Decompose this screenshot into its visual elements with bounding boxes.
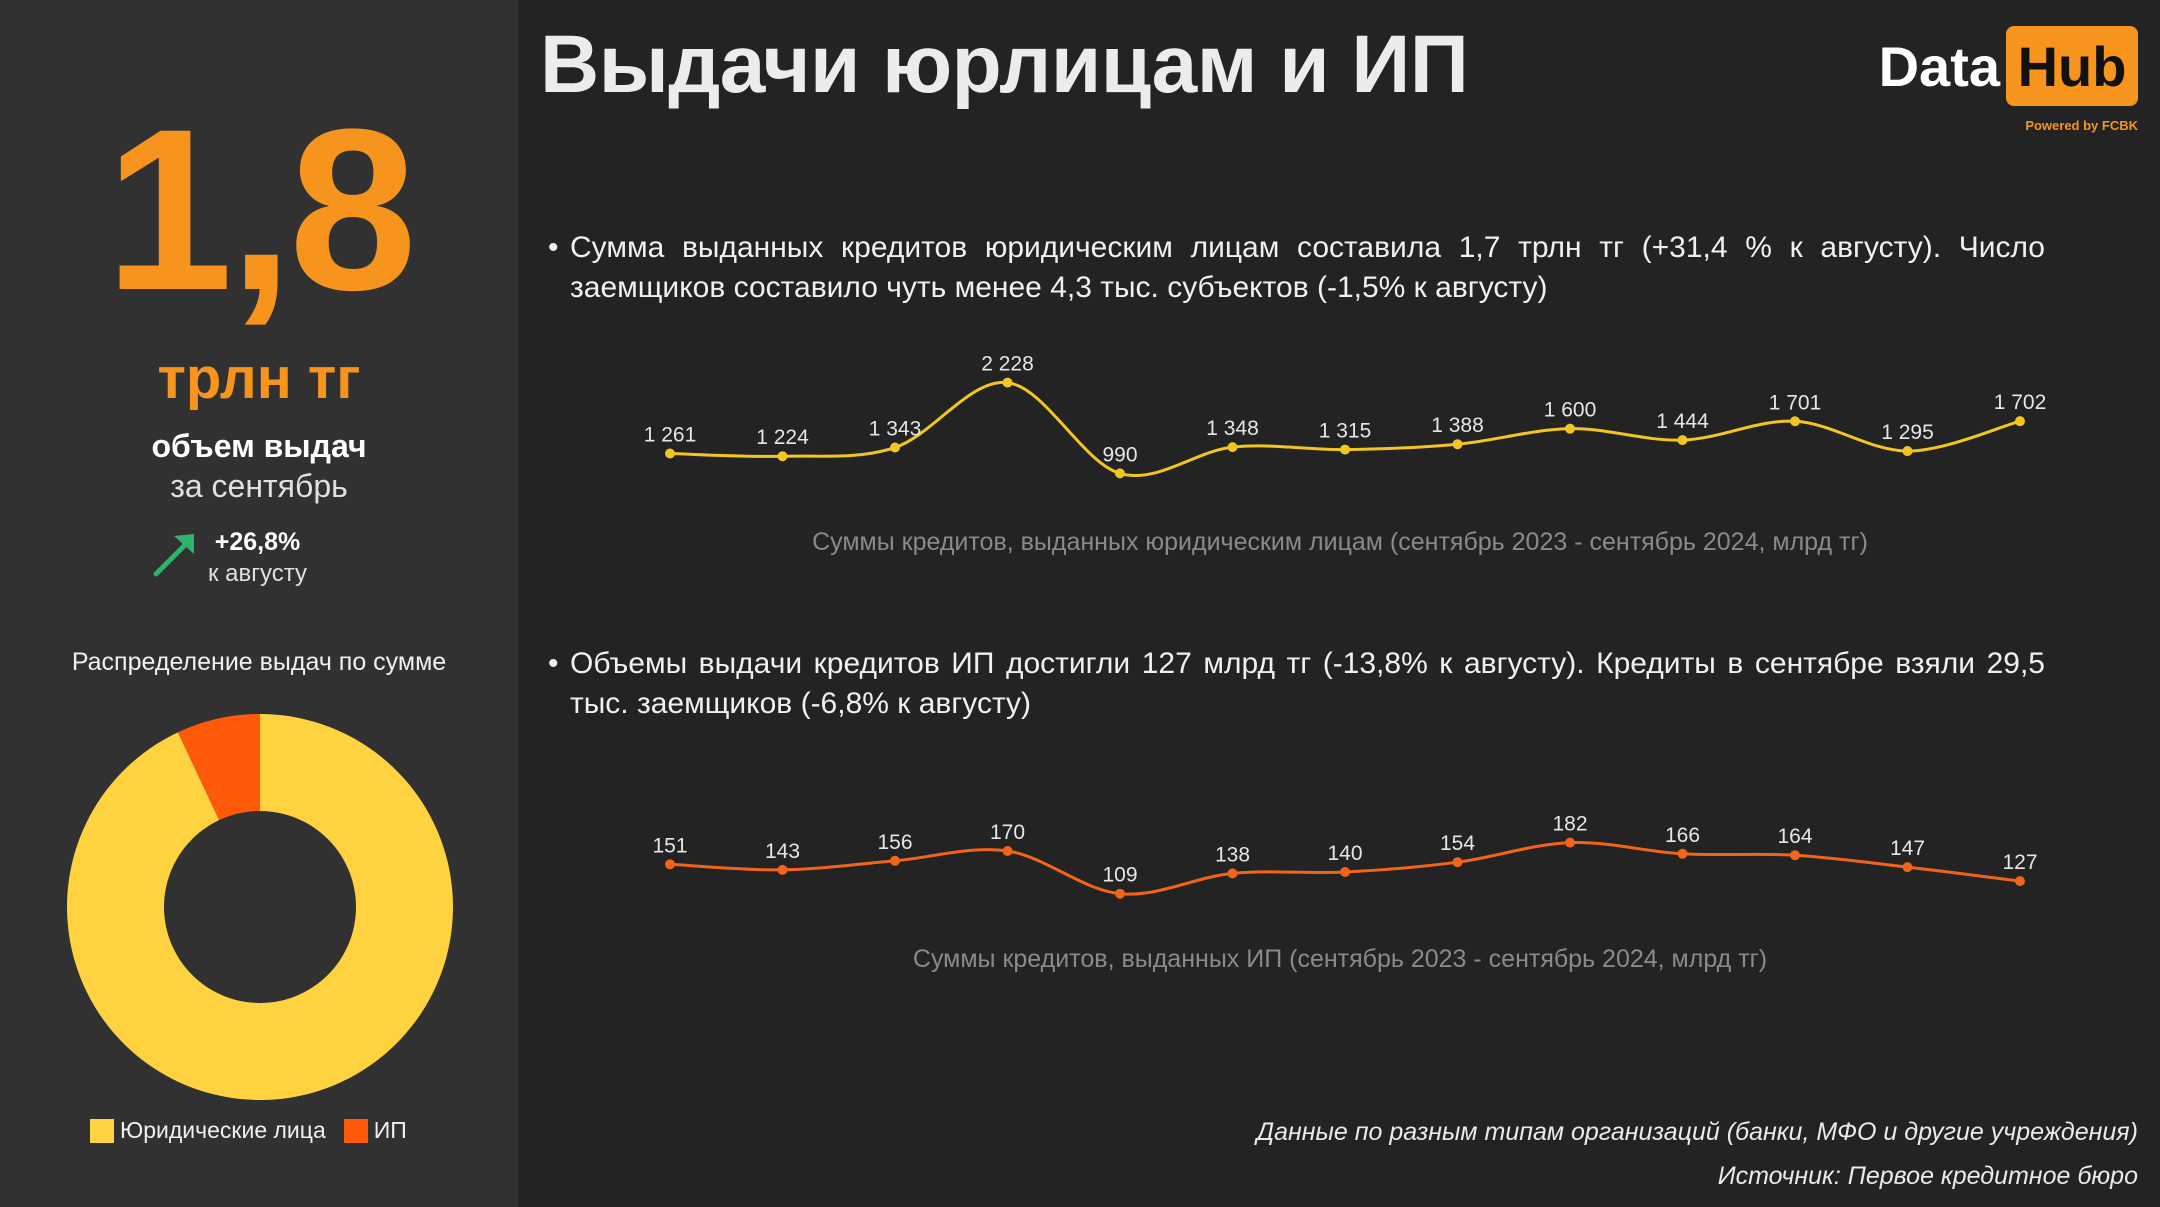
- bullet-dot: •: [548, 647, 559, 680]
- ip-chart-data-label: 166: [1665, 824, 1700, 847]
- left-sidebar: 1,8 трлн тг объем выдач за сентябрь +26,…: [0, 0, 518, 1207]
- ip-chart-data-label: 138: [1215, 843, 1250, 866]
- ip-chart-point: [665, 859, 675, 870]
- legal-chart-point: [665, 448, 675, 459]
- ip-chart-point: [1115, 888, 1125, 899]
- legal-chart-data-label: 1 444: [1656, 410, 1709, 433]
- legal-chart-point: [777, 451, 788, 462]
- ip-chart-data-label: 143: [765, 840, 800, 863]
- legal-chart-data-label: 1 224: [756, 426, 809, 449]
- ip-chart-point: [1452, 857, 1463, 868]
- bullet-legal-text: Сумма выданных кредитов юридическим лица…: [570, 231, 2045, 304]
- bullet-ip: • Объемы выдачи кредитов ИП достигли 127…: [548, 644, 2045, 724]
- legend-item-ip: ИП: [343, 1117, 407, 1144]
- headline-value: 1,8: [105, 81, 417, 338]
- growth-label: к августу: [207, 560, 307, 587]
- legal-chart-point: [1902, 446, 1913, 457]
- legal-chart-point: [1565, 423, 1575, 434]
- ip-chart-point: [1002, 846, 1013, 856]
- legal-chart-point: [1340, 444, 1350, 455]
- ip-chart-data-label: 127: [2002, 851, 2037, 874]
- legal-chart-point: [890, 442, 900, 453]
- legend-swatch-ip: [343, 1118, 368, 1143]
- legal-chart-data-label: 1 295: [1881, 421, 1934, 444]
- footnote-data-types: Данные по разным типам организаций (банк…: [1256, 1118, 2138, 1146]
- legal-chart-data-label: 2 228: [981, 353, 1034, 376]
- legal-chart-point: [1452, 439, 1463, 450]
- growth-value: +26,8%: [214, 528, 301, 556]
- ip-chart-point: [777, 864, 788, 875]
- ip-chart-point: [1677, 848, 1688, 859]
- legal-chart-data-label: 1 343: [869, 418, 922, 441]
- donut-slice-ip: [177, 714, 260, 821]
- legend-label-ip: ИП: [373, 1117, 407, 1143]
- legend-item-legal: Юридические лица: [90, 1117, 326, 1144]
- ip-chart-data-label: 140: [1327, 842, 1362, 865]
- logo-powered-by: Powered by FCBK: [2025, 118, 2138, 133]
- legal-chart-point: [1677, 435, 1688, 446]
- legal-chart-data-label: 1 261: [644, 424, 697, 447]
- legal-chart-data-label: 1 315: [1319, 420, 1372, 443]
- ip-chart-data-label: 154: [1440, 832, 1475, 855]
- datahub-logo: Data Hub Powered by FCBK: [1838, 26, 2138, 136]
- donut-chart: [66, 714, 453, 1100]
- legal-chart-point: [1227, 442, 1238, 453]
- ip-chart-point: [890, 855, 900, 866]
- ip-chart-point: [1565, 837, 1575, 848]
- ip-chart-data-label: 151: [652, 834, 687, 857]
- legend-label-legal: Юридические лица: [120, 1117, 326, 1143]
- ip-chart-data-label: 170: [990, 821, 1025, 844]
- headline-caption: объем выдач: [151, 428, 367, 464]
- legal-chart-data-label: 990: [1102, 443, 1137, 466]
- legal-chart-point: [1115, 468, 1125, 479]
- ip-chart-caption: Суммы кредитов, выданных ИП (сентябрь 20…: [912, 945, 1768, 973]
- logo-data-text: Data: [1878, 35, 2000, 98]
- legal-chart-data-label: 1 348: [1206, 417, 1259, 440]
- headline-unit: трлн тг: [157, 346, 361, 411]
- bullet-legal-entities: • Сумма выданных кредитов юридическим ли…: [548, 228, 2045, 308]
- footnote-source: Источник: Первое кредитное бюро: [1717, 1162, 2138, 1190]
- ip-chart-data-label: 182: [1552, 813, 1587, 836]
- legal-chart-data-label: 1 388: [1431, 414, 1484, 437]
- legal-chart-data-label: 1 702: [1994, 391, 2047, 414]
- legal-chart-data-label: 1 600: [1544, 399, 1597, 422]
- bullet-ip-text: Объемы выдачи кредитов ИП достигли 127 м…: [570, 647, 2045, 720]
- ip-chart-point: [2015, 876, 2025, 887]
- ip-chart-point: [1902, 862, 1913, 873]
- legal-chart-data-label: 1 701: [1769, 391, 1822, 414]
- page-title: Выдачи юрлицам и ИП: [540, 19, 1469, 110]
- ip-chart-point: [1227, 868, 1238, 879]
- legal-entities-line-chart: 1 261 1 224 1 343 2 228 990 1 348 1 315 1 388 1 …: [644, 353, 2047, 479]
- arrow-up-right-icon: [153, 534, 194, 577]
- donut-title: Распределение выдач по сумме: [71, 648, 447, 676]
- legal-chart-caption: Суммы кредитов, выданных юридическим лиц…: [812, 528, 1868, 556]
- donut-legend: Юридические лица ИП: [90, 1117, 425, 1144]
- logo-hub-badge: Hub: [2006, 26, 2138, 106]
- ip-chart-point: [1340, 867, 1350, 877]
- ip-line-chart: 151 143 156 170 109 138 140 154 182 166 164 147 127: [652, 813, 2038, 899]
- headline-period: за сентябрь: [170, 468, 348, 504]
- bullet-dot: •: [548, 231, 559, 264]
- legend-swatch-legal: [90, 1118, 114, 1143]
- ip-chart-data-label: 156: [877, 831, 912, 854]
- ip-chart-data-label: 164: [1777, 825, 1812, 848]
- ip-chart-data-label: 109: [1102, 864, 1137, 887]
- ip-chart-data-label: 147: [1890, 837, 1925, 860]
- legal-chart-point: [2015, 416, 2025, 427]
- legal-chart-point: [1002, 377, 1013, 388]
- donut-slice-legal-entities: [66, 714, 453, 1100]
- ip-chart-point: [1790, 850, 1800, 861]
- legal-chart-point: [1790, 416, 1800, 427]
